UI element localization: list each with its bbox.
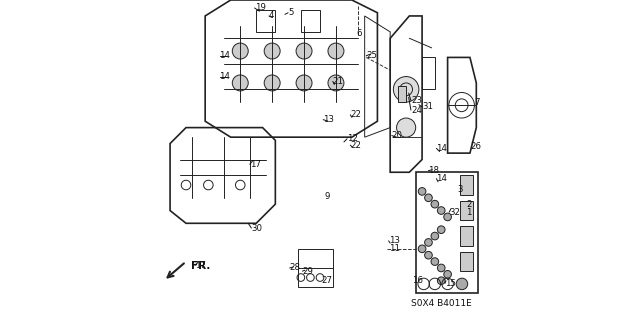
- Text: 27: 27: [321, 276, 333, 285]
- Circle shape: [444, 213, 451, 221]
- Text: 14: 14: [220, 72, 230, 81]
- Circle shape: [437, 277, 445, 285]
- Text: 11: 11: [388, 244, 399, 253]
- Circle shape: [437, 226, 445, 234]
- Circle shape: [328, 75, 344, 91]
- Circle shape: [296, 75, 312, 91]
- Text: 13: 13: [388, 236, 399, 245]
- Text: 14: 14: [436, 174, 447, 183]
- Circle shape: [424, 194, 432, 202]
- Circle shape: [394, 77, 419, 102]
- Circle shape: [264, 43, 280, 59]
- Text: 4: 4: [269, 11, 275, 20]
- Text: 1: 1: [466, 208, 472, 217]
- Text: 26: 26: [470, 142, 481, 151]
- Circle shape: [328, 43, 344, 59]
- Text: 3: 3: [457, 185, 463, 194]
- Circle shape: [397, 118, 416, 137]
- Circle shape: [431, 232, 438, 240]
- Circle shape: [424, 239, 432, 246]
- Text: 29: 29: [303, 267, 314, 276]
- Text: 14: 14: [220, 51, 230, 60]
- Text: 21: 21: [333, 77, 344, 86]
- Text: 9: 9: [324, 192, 330, 201]
- Text: 22: 22: [350, 110, 362, 119]
- Circle shape: [444, 271, 451, 278]
- Text: 22: 22: [350, 141, 362, 150]
- Circle shape: [419, 245, 426, 253]
- Text: 17: 17: [195, 261, 206, 270]
- Text: 14: 14: [436, 144, 447, 153]
- Circle shape: [431, 200, 438, 208]
- Circle shape: [437, 264, 445, 272]
- Text: 15: 15: [445, 279, 456, 288]
- Bar: [416, 172, 478, 293]
- Bar: [460, 226, 473, 246]
- Circle shape: [232, 75, 248, 91]
- Text: 13: 13: [323, 115, 334, 124]
- Text: 25: 25: [366, 51, 377, 60]
- Text: 24: 24: [411, 106, 422, 115]
- Text: 17: 17: [250, 160, 261, 169]
- Circle shape: [424, 251, 432, 259]
- Text: 19: 19: [255, 4, 266, 12]
- Text: 12: 12: [347, 134, 358, 143]
- Text: 30: 30: [252, 224, 262, 233]
- Circle shape: [431, 258, 438, 265]
- Polygon shape: [398, 86, 406, 102]
- Text: 2: 2: [466, 200, 472, 209]
- Text: 7: 7: [475, 98, 480, 107]
- Bar: [460, 252, 473, 271]
- Text: 18: 18: [428, 166, 440, 175]
- Circle shape: [419, 188, 426, 195]
- Bar: [460, 201, 473, 220]
- Circle shape: [232, 43, 248, 59]
- Text: 31: 31: [422, 102, 433, 111]
- Text: 23: 23: [411, 96, 422, 105]
- Text: 20: 20: [392, 131, 403, 140]
- Text: 16: 16: [413, 276, 424, 285]
- Text: FR.: FR.: [191, 261, 210, 271]
- Circle shape: [437, 207, 445, 214]
- Text: 28: 28: [290, 263, 301, 272]
- Circle shape: [296, 43, 312, 59]
- Text: 32: 32: [449, 208, 460, 217]
- Circle shape: [456, 278, 468, 290]
- Circle shape: [264, 75, 280, 91]
- Bar: [460, 175, 473, 195]
- Text: S0X4 B4011E: S0X4 B4011E: [411, 299, 472, 308]
- Text: 6: 6: [356, 29, 362, 38]
- Text: 5: 5: [288, 8, 294, 17]
